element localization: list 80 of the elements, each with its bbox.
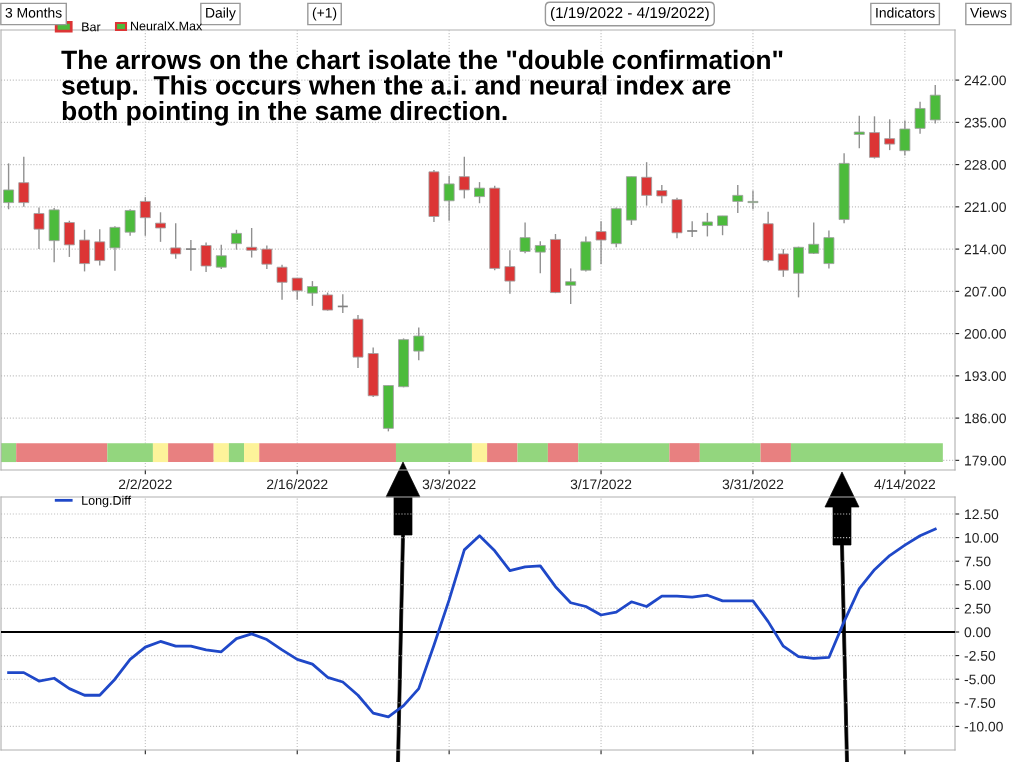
- legend-label: Bar: [82, 22, 101, 32]
- candlestick: [94, 228, 106, 267]
- candlestick: [139, 196, 151, 237]
- candlestick: [853, 115, 865, 149]
- candlestick: [686, 220, 699, 238]
- candlestick: [79, 229, 90, 273]
- candlestick: [747, 189, 759, 210]
- y-tick-label: 214.00: [964, 244, 1006, 255]
- chart-subtitle: (1/19/2022 - 4/19/2022): [550, 6, 709, 22]
- candlestick: [124, 208, 136, 237]
- y-tick-label: 179.00: [965, 455, 1006, 466]
- candlestick: [458, 156, 470, 200]
- x-tick-label: 3/17/2022: [570, 479, 632, 490]
- candlestick: [884, 118, 896, 151]
- legend-label: Long.Diff: [82, 495, 132, 508]
- candlestick: [215, 244, 227, 270]
- y-tick-label: 193.00: [965, 371, 1006, 382]
- candlestick: [732, 184, 744, 214]
- candlestick: [443, 175, 455, 222]
- text: 3 Months: [5, 7, 62, 18]
- candlestick: [155, 211, 166, 243]
- y-tick-label: 221.00: [964, 202, 1006, 213]
- candlestick: [474, 181, 485, 204]
- text: Views: [970, 7, 1007, 18]
- y-tick-label: 228.00: [964, 159, 1006, 170]
- candlestick: [170, 222, 182, 260]
- y-tick-label: -10.00: [964, 721, 1003, 732]
- candlestick: [656, 184, 668, 204]
- candlestick: [306, 280, 318, 307]
- candlestick: [231, 229, 242, 251]
- text: Indicators: [876, 7, 935, 18]
- candlestick: [595, 220, 607, 265]
- y-tick-label: 0.00: [964, 627, 991, 638]
- text: The arrows on the chart isolate the "double confirmation" setup. This occurs when the a.i. and neural index are both pointing in the same direction.: [61, 49, 783, 126]
- x-tick-label: 2/2/2022: [118, 479, 172, 490]
- candlestick: [504, 249, 516, 295]
- y-tick-label: 200.00: [964, 328, 1006, 339]
- x-tick-label: 3/31/2022: [722, 479, 784, 490]
- candlestick: [899, 119, 911, 157]
- candlestick: [33, 206, 45, 250]
- y-tick-label: 12.50: [965, 509, 999, 520]
- candlestick: [276, 264, 288, 301]
- candlestick: [63, 220, 75, 258]
- x-tick-label: 2/16/2022: [267, 479, 328, 490]
- candlestick: [261, 244, 273, 270]
- y-tick-label: -2.50: [964, 650, 996, 661]
- y-tick-label: 7.50: [964, 556, 991, 567]
- y-tick-label: 10.00: [965, 532, 999, 543]
- candlestick: [322, 291, 334, 312]
- candlestick: [565, 267, 577, 305]
- candlestick: [18, 156, 30, 208]
- candlestick: [413, 326, 425, 361]
- y-tick-label: 207.00: [964, 286, 1006, 297]
- y-tick-label: 242.00: [964, 75, 1006, 86]
- text: Daily: [206, 7, 236, 21]
- candlestick: [534, 240, 546, 274]
- line-series: [7, 527, 937, 719]
- candlestick: [246, 227, 258, 259]
- candlestick: [808, 221, 820, 255]
- candlestick: [200, 241, 212, 273]
- y-tick-label: -5.00: [964, 674, 996, 685]
- candlestick: [291, 277, 303, 301]
- candlestick: [914, 101, 926, 135]
- candlestick: [777, 248, 789, 278]
- text: (+1): [312, 7, 337, 21]
- y-tick-label: -7.50: [964, 698, 996, 708]
- annotation: NeuralX.Max: [131, 21, 203, 31]
- y-tick-label: 186.00: [965, 413, 1006, 424]
- y-tick-label: 2.50: [964, 603, 991, 614]
- candlestick: [3, 162, 15, 210]
- y-tick-label: 235.00: [964, 117, 1006, 128]
- x-tick-label: 4/14/2022: [874, 479, 936, 490]
- y-tick-label: 5.00: [964, 580, 991, 590]
- candlestick: [109, 225, 121, 272]
- x-tick-label: 3/3/2022: [422, 479, 476, 490]
- candlestick: [185, 239, 197, 272]
- candlestick: [717, 215, 729, 236]
- candlestick: [701, 212, 713, 238]
- candlestick: [641, 161, 653, 207]
- candlestick: [519, 221, 531, 255]
